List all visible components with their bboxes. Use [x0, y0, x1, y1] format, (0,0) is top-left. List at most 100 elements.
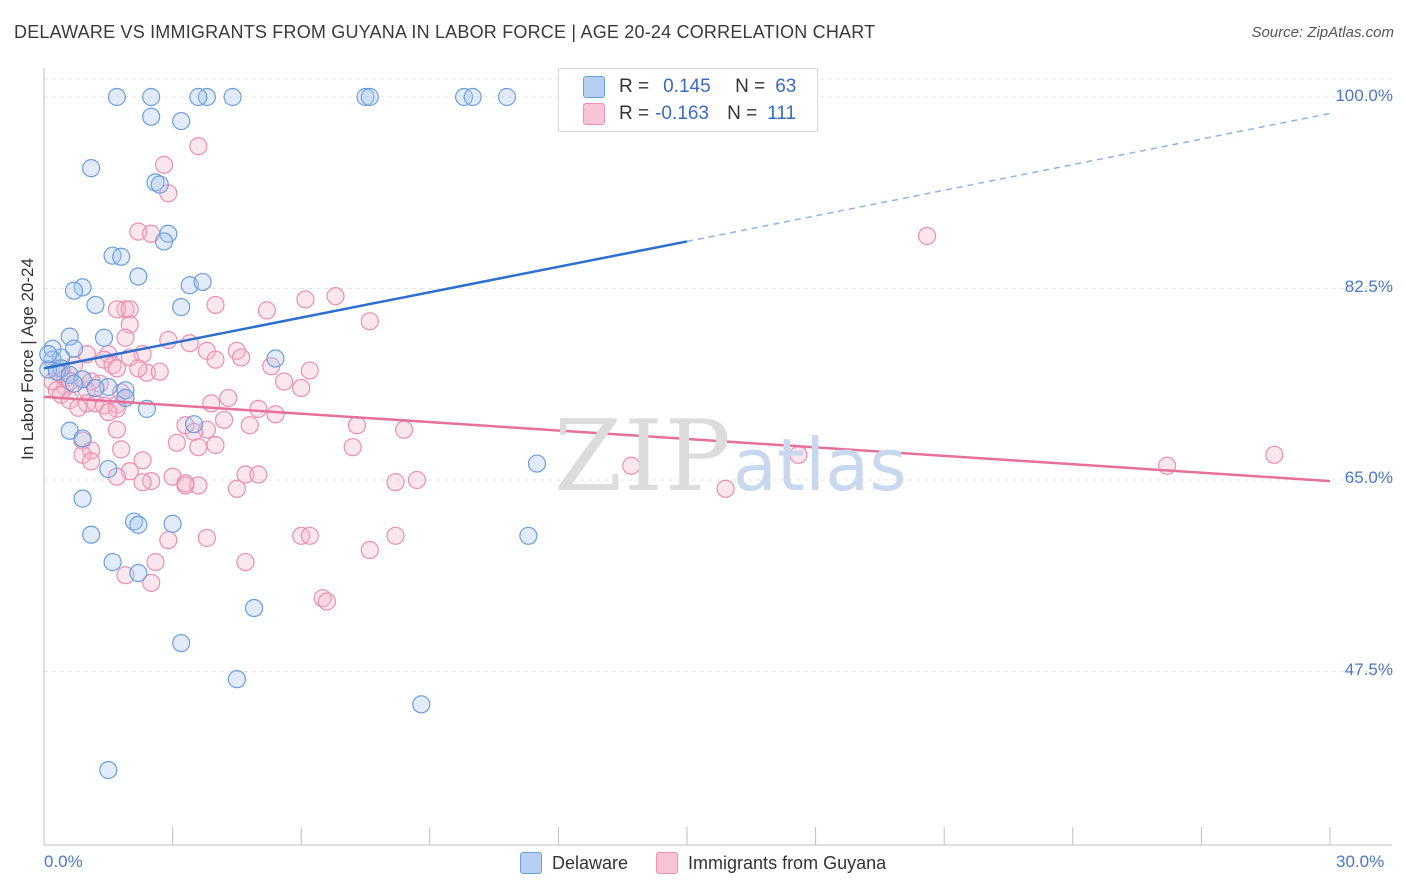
guyana-swatch — [583, 103, 605, 125]
data-point — [172, 298, 191, 317]
data-point — [193, 272, 212, 292]
data-point — [223, 87, 242, 107]
y-tick-label: 82.5% — [1344, 277, 1393, 296]
data-point — [86, 378, 105, 398]
data-point — [107, 420, 126, 439]
series-legend: Delaware Immigrants from Guyana — [520, 852, 914, 874]
data-point — [39, 345, 58, 364]
data-point — [99, 377, 118, 397]
data-point — [129, 359, 148, 378]
data-point — [347, 416, 367, 435]
data-point — [622, 456, 641, 475]
x-tick-label: 0.0% — [44, 852, 83, 871]
data-point — [142, 87, 161, 107]
guyana-swatch — [656, 852, 679, 874]
data-point — [184, 415, 204, 434]
n-label: N = — [735, 76, 766, 97]
data-point — [107, 359, 126, 378]
data-point — [107, 300, 126, 319]
data-point — [412, 695, 431, 714]
data-point — [150, 175, 169, 194]
data-point — [326, 287, 345, 306]
data-point — [1265, 445, 1284, 464]
data-point — [227, 479, 246, 498]
data-point — [129, 267, 148, 286]
delaware-swatch — [520, 852, 542, 874]
data-point — [206, 295, 225, 315]
data-point — [236, 465, 255, 484]
data-point — [197, 528, 216, 548]
y-tick-label: 65.0% — [1344, 468, 1393, 487]
data-point — [527, 454, 547, 473]
data-point — [86, 295, 105, 315]
data-point — [60, 327, 79, 346]
series-delaware — [39, 87, 547, 780]
data-point — [167, 433, 186, 452]
data-point — [716, 479, 735, 498]
data-point — [112, 247, 131, 266]
data-point — [189, 87, 208, 107]
data-point — [236, 552, 255, 572]
data-point — [266, 349, 285, 368]
data-point — [64, 374, 84, 393]
data-point — [137, 363, 156, 382]
data-point — [917, 226, 937, 246]
data-point — [99, 459, 118, 479]
data-point — [64, 339, 84, 358]
legend-item-delaware[interactable]: Delaware — [520, 852, 628, 874]
data-point — [214, 410, 234, 429]
data-point — [82, 525, 101, 544]
data-point — [360, 312, 379, 331]
data-point — [300, 361, 319, 380]
trend-line-guyana — [43, 395, 1331, 483]
data-point — [519, 526, 538, 545]
data-point — [107, 87, 126, 107]
data-point — [189, 137, 208, 156]
data-point — [133, 451, 152, 470]
r-label: R = — [619, 76, 650, 97]
data-point — [394, 420, 414, 439]
data-point — [172, 111, 191, 131]
data-point — [116, 388, 135, 408]
legend-row-delaware: R = 0.145 N = 63 — [583, 75, 796, 99]
data-point — [386, 473, 405, 492]
data-point — [129, 515, 148, 534]
r-value: -0.163 — [655, 103, 709, 124]
r-label: R = — [619, 103, 650, 124]
data-point — [82, 452, 101, 471]
stats-legend: R = 0.145 N = 63 R = -0.163 N = 111 — [558, 68, 818, 132]
data-point — [386, 526, 405, 545]
data-point — [232, 348, 251, 367]
data-point — [94, 328, 114, 347]
data-point — [120, 300, 139, 319]
series-guyana — [43, 137, 1284, 611]
data-point — [266, 405, 285, 424]
data-point — [189, 438, 208, 457]
data-point — [219, 388, 238, 408]
data-point — [116, 328, 135, 347]
y-tick-label: 100.0% — [1335, 86, 1393, 105]
data-point — [133, 473, 152, 492]
y-tick-label: 47.5% — [1344, 660, 1393, 679]
data-point — [103, 552, 122, 572]
data-point — [206, 350, 225, 369]
data-point — [112, 440, 131, 459]
x-tick-label: 30.0% — [1336, 852, 1385, 871]
data-point — [73, 429, 92, 448]
n-label: N = — [727, 103, 758, 124]
data-point — [206, 435, 225, 455]
data-point — [150, 362, 169, 381]
data-point — [142, 107, 161, 126]
data-point — [73, 370, 92, 389]
data-point — [172, 633, 191, 653]
data-point — [296, 290, 315, 309]
data-point — [360, 540, 379, 560]
data-point — [463, 87, 482, 107]
n-value: 111 — [767, 103, 797, 124]
data-point — [356, 87, 375, 107]
legend-item-guyana[interactable]: Immigrants from Guyana — [656, 852, 886, 874]
data-point — [154, 232, 174, 251]
data-point — [249, 399, 268, 418]
data-point — [146, 552, 165, 572]
